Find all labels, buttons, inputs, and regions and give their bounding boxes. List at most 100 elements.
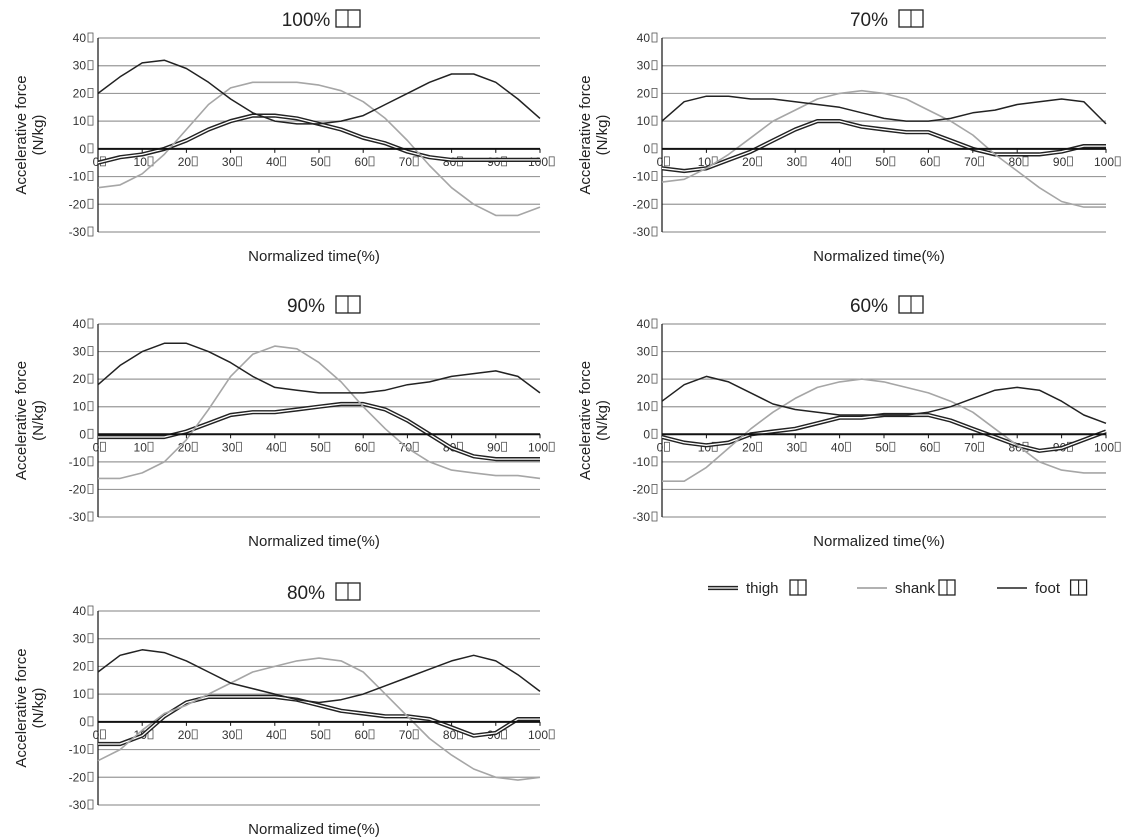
x-tick-label: 50: [310, 440, 324, 454]
x-tick-label: 50: [875, 155, 889, 169]
y-tick-label: 40: [73, 604, 87, 618]
tick-glyph-icon: [191, 729, 198, 740]
tick-glyph-icon: [87, 771, 94, 782]
tick-glyph-icon: [933, 441, 940, 452]
tick-glyph-icon: [87, 799, 94, 810]
y-tick-label: 30: [73, 632, 87, 646]
tick-glyph-icon: [501, 441, 508, 452]
y-tick-label: -10: [69, 743, 87, 757]
tick-glyph-icon: [548, 156, 555, 167]
tick-glyph-icon: [280, 729, 287, 740]
x-tick-label: 30: [787, 440, 801, 454]
x-tick-label: 0: [93, 155, 100, 169]
tick-glyph-icon: [368, 729, 375, 740]
x-tick-label: 30: [787, 155, 801, 169]
chart-title: 100%: [282, 10, 331, 31]
y-tick-label: -20: [69, 197, 87, 211]
y-tick-label: -20: [69, 770, 87, 784]
x-tick-label: 30: [222, 440, 236, 454]
tick-glyph-icon: [87, 688, 94, 699]
tick-glyph-icon: [756, 441, 762, 452]
y-tick-label: 0: [643, 142, 650, 156]
tick-glyph-icon: [191, 441, 198, 452]
x-axis-label: Normalized time(%): [813, 533, 945, 550]
y-tick-label: 40: [637, 317, 651, 331]
x-tick-label: 70: [399, 155, 413, 169]
x-tick-label: 70: [399, 728, 413, 742]
tick-glyph-icon: [87, 318, 94, 329]
tick-glyph-icon: [889, 156, 896, 167]
tick-glyph-icon: [1114, 441, 1121, 452]
tick-glyph-icon: [87, 605, 94, 616]
x-axis-label: Normalized time(%): [248, 248, 380, 265]
x-tick-label: 60: [920, 440, 934, 454]
tick-glyph-icon: [87, 744, 94, 754]
x-tick-label: 70: [964, 155, 978, 169]
tick-glyph-icon: [87, 60, 94, 71]
tick-glyph-icon: [87, 661, 94, 671]
tick-glyph-icon: [548, 729, 555, 740]
y-tick-label: 0: [79, 142, 86, 156]
tick-glyph-icon: [651, 428, 658, 439]
tick-glyph-icon: [87, 226, 94, 237]
tick-glyph-icon: [651, 88, 658, 98]
unit-glyph-icon: [335, 9, 361, 28]
tick-glyph-icon: [933, 156, 940, 167]
y-tick-label: 10: [73, 400, 87, 414]
x-tick-label: 90: [1053, 155, 1067, 169]
y-axis-unit-label: (N/kg): [30, 688, 47, 729]
x-tick-label: 20: [742, 155, 756, 169]
tick-glyph-icon: [412, 441, 419, 452]
tick-glyph-icon: [324, 441, 331, 452]
x-tick-label: 40: [266, 728, 280, 742]
tick-glyph-icon: [191, 156, 198, 167]
y-tick-label: 30: [637, 345, 651, 359]
tick-glyph-icon: [651, 115, 658, 126]
y-tick-label: 20: [73, 372, 87, 386]
tick-glyph-icon: [651, 484, 658, 494]
tick-glyph-icon: [412, 156, 419, 167]
tick-glyph-icon: [87, 633, 94, 644]
chart-title: 90%: [287, 296, 325, 317]
tick-glyph-icon: [664, 156, 670, 167]
tick-glyph-icon: [651, 401, 658, 412]
unit-glyph-icon: [898, 295, 924, 314]
y-tick-label: -30: [633, 510, 651, 524]
y-tick-label: -10: [633, 170, 651, 184]
y-tick-label: -20: [633, 197, 651, 211]
series-line-foot: [661, 95, 1107, 125]
x-tick-label: 20: [178, 440, 192, 454]
tick-glyph-icon: [651, 143, 658, 154]
tick-glyph-icon: [651, 60, 658, 71]
x-axis-label: Normalized time(%): [248, 533, 380, 550]
tick-glyph-icon: [548, 441, 555, 452]
y-tick-label: -20: [633, 482, 651, 496]
tick-glyph-icon: [651, 511, 658, 522]
y-tick-label: -10: [69, 170, 87, 184]
tick-glyph-icon: [800, 156, 807, 167]
y-tick-label: 30: [637, 59, 651, 73]
tick-glyph-icon: [651, 32, 658, 43]
legend-label-shank: shank: [895, 580, 936, 597]
x-tick-label: 10: [134, 155, 148, 169]
x-tick-label: 30: [222, 155, 236, 169]
x-tick-label: 70: [964, 440, 978, 454]
y-tick-label: 20: [73, 659, 87, 673]
y-axis-label: Accelerative force: [13, 648, 30, 767]
y-axis-label: Accelerative force: [577, 361, 594, 480]
tick-glyph-icon: [87, 198, 94, 209]
x-tick-label: 100: [528, 728, 548, 742]
x-tick-label: 40: [266, 440, 280, 454]
tick-glyph-icon: [280, 441, 287, 452]
unit-glyph-icon: [789, 579, 807, 596]
x-tick-label: 20: [742, 440, 756, 454]
y-tick-label: 10: [73, 114, 87, 128]
y-tick-label: -10: [633, 455, 651, 469]
tick-glyph-icon: [978, 156, 984, 167]
unit-glyph-icon: [898, 9, 924, 28]
tick-glyph-icon: [1022, 156, 1029, 167]
x-tick-label: 20: [178, 155, 192, 169]
